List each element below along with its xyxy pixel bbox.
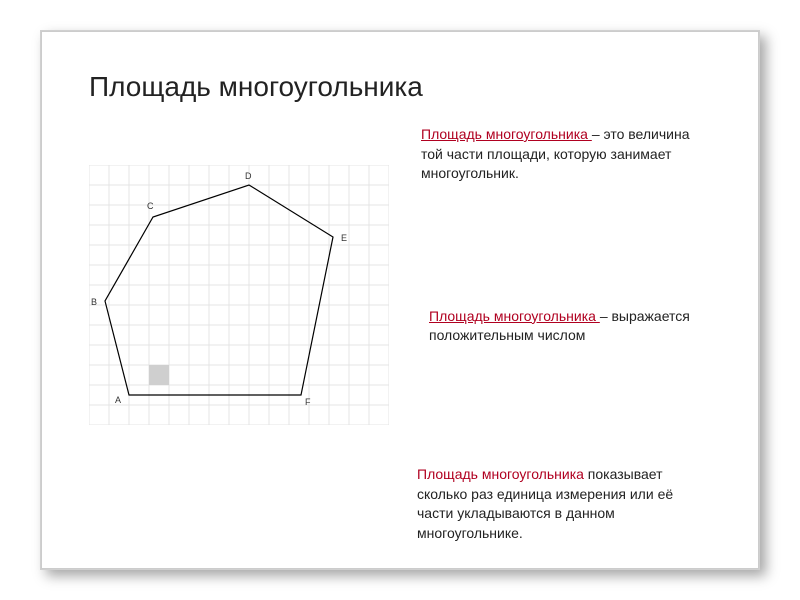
definition-3: Площадь многоугольника показывает скольк… <box>417 425 711 543</box>
svg-text:C: C <box>147 201 154 211</box>
svg-text:D: D <box>245 171 252 181</box>
polygon-svg: A B C D E F <box>89 165 389 425</box>
svg-text:F: F <box>305 397 311 407</box>
svg-text:B: B <box>91 297 97 307</box>
svg-text:E: E <box>341 233 347 243</box>
definition-1-term: Площадь многоугольника <box>421 126 592 142</box>
definition-1: Площадь многоугольника – это величина то… <box>417 125 711 263</box>
svg-text:A: A <box>115 395 121 405</box>
polygon-diagram: A B C D E F <box>89 165 399 425</box>
content-grid: Площадь многоугольника – это величина то… <box>89 125 711 543</box>
definition-3-term: Площадь многоугольника <box>417 466 584 482</box>
slide-title: Площадь многоугольника <box>89 71 711 103</box>
definition-2: Площадь многоугольника – выражается поло… <box>417 263 711 425</box>
slide-frame: Площадь многоугольника Площадь многоугол… <box>40 30 760 570</box>
definition-2-term: Площадь многоугольника <box>429 308 600 324</box>
